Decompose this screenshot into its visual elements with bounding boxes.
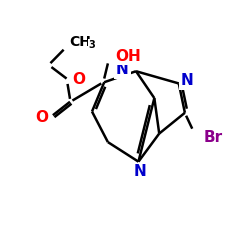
Text: N: N	[133, 164, 146, 180]
Text: 3: 3	[88, 40, 95, 50]
Text: N: N	[181, 73, 194, 88]
Text: Br: Br	[204, 130, 223, 146]
Text: CH: CH	[69, 36, 91, 50]
Text: N: N	[116, 62, 129, 77]
Text: OH: OH	[115, 48, 141, 64]
Text: O: O	[36, 110, 49, 125]
Text: O: O	[72, 72, 85, 87]
